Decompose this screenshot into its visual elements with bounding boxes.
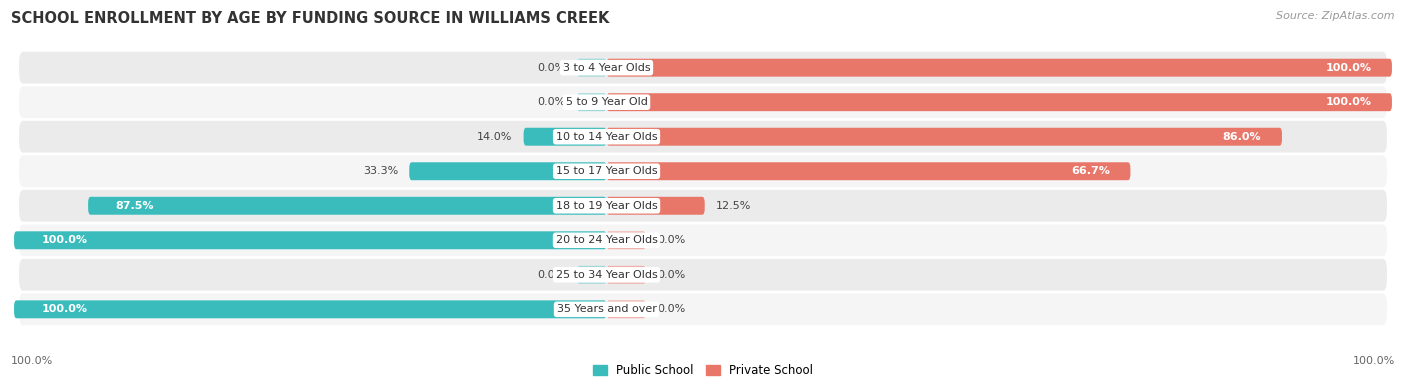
FancyBboxPatch shape: [18, 154, 1388, 188]
FancyBboxPatch shape: [18, 51, 1388, 84]
Text: 100.0%: 100.0%: [1326, 63, 1371, 73]
Text: 0.0%: 0.0%: [537, 63, 565, 73]
FancyBboxPatch shape: [18, 258, 1388, 292]
Text: 100.0%: 100.0%: [42, 304, 87, 314]
FancyBboxPatch shape: [18, 189, 1388, 223]
FancyBboxPatch shape: [606, 162, 1130, 180]
Text: 15 to 17 Year Olds: 15 to 17 Year Olds: [555, 166, 658, 176]
FancyBboxPatch shape: [576, 266, 606, 284]
FancyBboxPatch shape: [606, 93, 1392, 111]
Text: 0.0%: 0.0%: [657, 304, 685, 314]
Text: 0.0%: 0.0%: [657, 235, 685, 245]
FancyBboxPatch shape: [18, 120, 1388, 154]
Text: 14.0%: 14.0%: [477, 132, 513, 142]
Text: SCHOOL ENROLLMENT BY AGE BY FUNDING SOURCE IN WILLIAMS CREEK: SCHOOL ENROLLMENT BY AGE BY FUNDING SOUR…: [11, 11, 610, 26]
Text: 33.3%: 33.3%: [363, 166, 398, 176]
Text: 5 to 9 Year Old: 5 to 9 Year Old: [565, 97, 648, 107]
Text: 10 to 14 Year Olds: 10 to 14 Year Olds: [555, 132, 658, 142]
FancyBboxPatch shape: [606, 266, 645, 284]
Text: Source: ZipAtlas.com: Source: ZipAtlas.com: [1277, 11, 1395, 21]
FancyBboxPatch shape: [89, 197, 606, 215]
Text: 35 Years and over: 35 Years and over: [557, 304, 657, 314]
Text: 66.7%: 66.7%: [1071, 166, 1109, 176]
FancyBboxPatch shape: [18, 223, 1388, 257]
Text: 3 to 4 Year Olds: 3 to 4 Year Olds: [562, 63, 651, 73]
FancyBboxPatch shape: [14, 231, 606, 249]
Text: 25 to 34 Year Olds: 25 to 34 Year Olds: [555, 270, 658, 280]
Text: 100.0%: 100.0%: [1353, 356, 1395, 366]
FancyBboxPatch shape: [606, 59, 1392, 77]
Text: 87.5%: 87.5%: [115, 201, 155, 211]
FancyBboxPatch shape: [576, 93, 606, 111]
Text: 18 to 19 Year Olds: 18 to 19 Year Olds: [555, 201, 658, 211]
Text: 0.0%: 0.0%: [537, 270, 565, 280]
FancyBboxPatch shape: [409, 162, 606, 180]
Text: 100.0%: 100.0%: [1326, 97, 1371, 107]
Text: 12.5%: 12.5%: [716, 201, 751, 211]
Text: 0.0%: 0.0%: [657, 270, 685, 280]
Text: 100.0%: 100.0%: [42, 235, 87, 245]
Text: 20 to 24 Year Olds: 20 to 24 Year Olds: [555, 235, 658, 245]
FancyBboxPatch shape: [606, 128, 1282, 146]
FancyBboxPatch shape: [606, 231, 645, 249]
FancyBboxPatch shape: [18, 293, 1388, 326]
FancyBboxPatch shape: [18, 85, 1388, 119]
FancyBboxPatch shape: [606, 197, 704, 215]
FancyBboxPatch shape: [523, 128, 606, 146]
Text: 86.0%: 86.0%: [1223, 132, 1261, 142]
Legend: Public School, Private School: Public School, Private School: [593, 365, 813, 377]
Text: 100.0%: 100.0%: [11, 356, 53, 366]
FancyBboxPatch shape: [576, 59, 606, 77]
FancyBboxPatch shape: [14, 300, 606, 318]
FancyBboxPatch shape: [606, 300, 645, 318]
Text: 0.0%: 0.0%: [537, 97, 565, 107]
